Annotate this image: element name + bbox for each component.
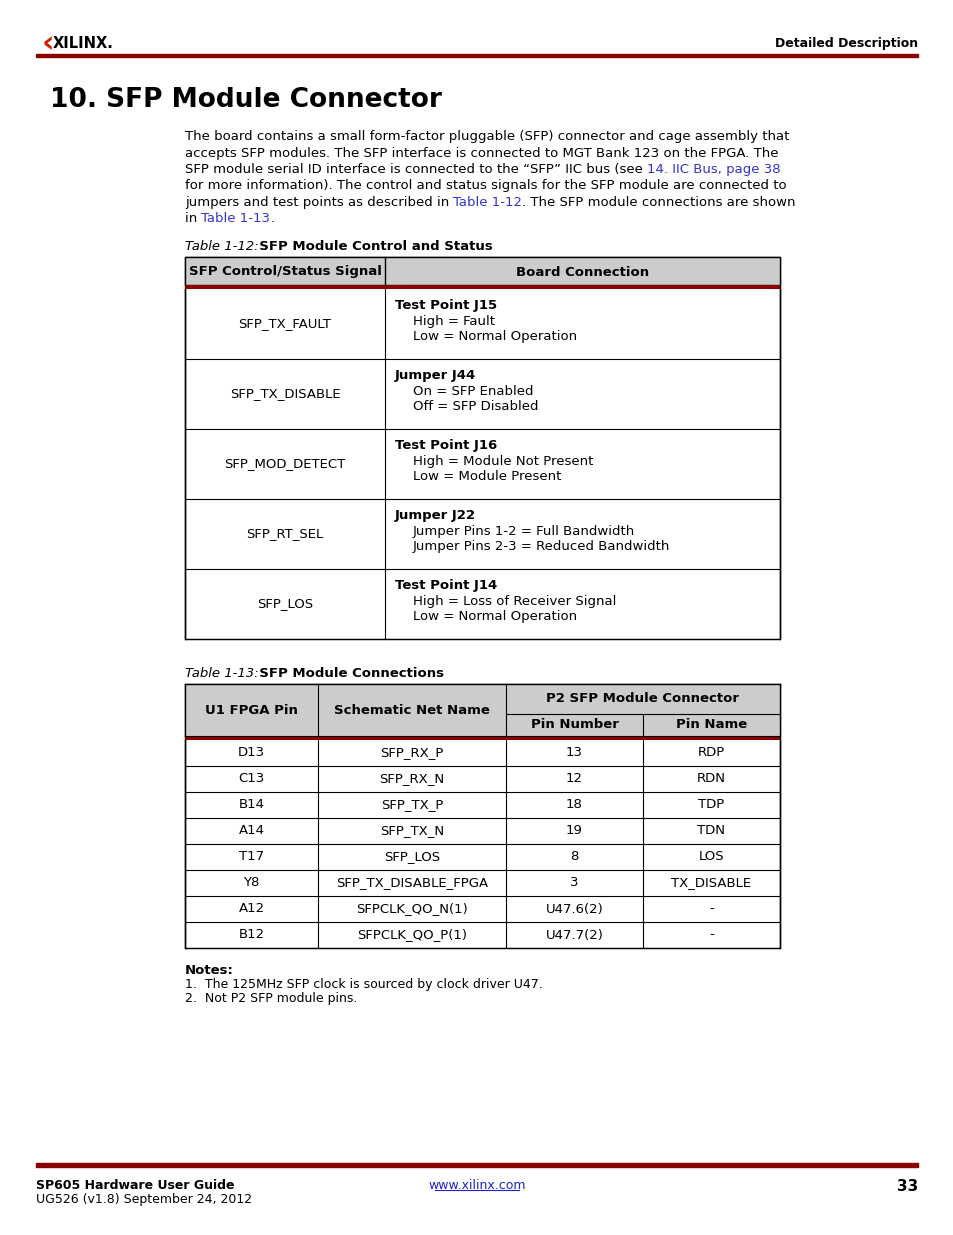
Text: 10. SFP Module Connector: 10. SFP Module Connector xyxy=(50,86,441,112)
Text: . The SFP module connections are shown: . The SFP module connections are shown xyxy=(522,196,795,209)
Bar xyxy=(185,684,780,714)
Text: 12: 12 xyxy=(565,773,582,785)
Text: SFPCLK_QO_P(1): SFPCLK_QO_P(1) xyxy=(356,929,467,941)
Text: SFP_LOS: SFP_LOS xyxy=(256,598,313,610)
Text: SFP_LOS: SFP_LOS xyxy=(383,851,439,863)
Bar xyxy=(36,1163,917,1167)
Text: SFP Module Connections: SFP Module Connections xyxy=(250,667,443,680)
Text: Test Point J15: Test Point J15 xyxy=(395,299,497,312)
Text: SP605 Hardware User Guide: SP605 Hardware User Guide xyxy=(36,1179,234,1192)
Text: Low = Normal Operation: Low = Normal Operation xyxy=(413,330,577,343)
Text: Low = Module Present: Low = Module Present xyxy=(413,471,560,483)
Text: ‹: ‹ xyxy=(42,30,54,58)
Text: B12: B12 xyxy=(238,929,264,941)
Text: A14: A14 xyxy=(238,825,264,837)
Text: C13: C13 xyxy=(238,773,264,785)
Text: LOS: LOS xyxy=(698,851,723,863)
Bar xyxy=(185,736,780,740)
Text: 3: 3 xyxy=(570,877,578,889)
Text: 18: 18 xyxy=(565,799,582,811)
Text: U47.7(2): U47.7(2) xyxy=(545,929,603,941)
Text: 19: 19 xyxy=(565,825,582,837)
Text: SFP_RT_SEL: SFP_RT_SEL xyxy=(246,527,323,541)
Bar xyxy=(185,684,780,948)
Text: .: . xyxy=(271,212,274,226)
Text: SFP_TX_FAULT: SFP_TX_FAULT xyxy=(238,317,331,331)
Bar xyxy=(185,257,780,638)
Text: Test Point J14: Test Point J14 xyxy=(395,579,497,592)
Text: U47.6(2): U47.6(2) xyxy=(545,903,602,915)
Text: -: - xyxy=(708,929,713,941)
Bar xyxy=(185,285,780,289)
Text: Detailed Description: Detailed Description xyxy=(774,37,917,51)
Text: -: - xyxy=(708,903,713,915)
Text: Pin Name: Pin Name xyxy=(675,719,746,731)
Text: UG526 (v1.8) September 24, 2012: UG526 (v1.8) September 24, 2012 xyxy=(36,1193,252,1207)
Text: 8: 8 xyxy=(570,851,578,863)
Text: 14. IIC Bus, page 38: 14. IIC Bus, page 38 xyxy=(646,163,780,177)
Text: Table 1-13:: Table 1-13: xyxy=(185,667,258,680)
Text: SFP Module Control and Status: SFP Module Control and Status xyxy=(250,240,493,253)
Text: SFP_RX_N: SFP_RX_N xyxy=(379,773,444,785)
Text: SFP_MOD_DETECT: SFP_MOD_DETECT xyxy=(224,457,345,471)
Text: for more information). The control and status signals for the SFP module are con: for more information). The control and s… xyxy=(185,179,786,193)
Text: Table 1-12:: Table 1-12: xyxy=(185,240,258,253)
Text: SFP_TX_DISABLE: SFP_TX_DISABLE xyxy=(230,388,340,400)
Text: SFP_TX_DISABLE_FPGA: SFP_TX_DISABLE_FPGA xyxy=(335,877,488,889)
Text: 1.  The 125MHz SFP clock is sourced by clock driver U47.: 1. The 125MHz SFP clock is sourced by cl… xyxy=(185,978,542,990)
Text: U1 FPGA Pin: U1 FPGA Pin xyxy=(205,704,297,716)
Text: High = Loss of Receiver Signal: High = Loss of Receiver Signal xyxy=(413,595,616,608)
Text: 13: 13 xyxy=(565,746,582,760)
Bar xyxy=(185,714,780,736)
Text: RDP: RDP xyxy=(698,746,724,760)
Text: Jumper Pins 2-3 = Reduced Bandwidth: Jumper Pins 2-3 = Reduced Bandwidth xyxy=(413,540,670,553)
Text: SFP_TX_P: SFP_TX_P xyxy=(380,799,443,811)
Text: Test Point J16: Test Point J16 xyxy=(395,438,497,452)
Bar xyxy=(36,53,917,57)
Text: 33: 33 xyxy=(896,1179,917,1194)
Text: Jumper J22: Jumper J22 xyxy=(395,509,476,522)
Text: Schematic Net Name: Schematic Net Name xyxy=(334,704,490,716)
Text: T17: T17 xyxy=(238,851,264,863)
Text: Pin Number: Pin Number xyxy=(530,719,618,731)
Text: High = Fault: High = Fault xyxy=(413,315,495,329)
Text: Jumper Pins 1-2 = Full Bandwidth: Jumper Pins 1-2 = Full Bandwidth xyxy=(413,525,635,538)
Text: TDP: TDP xyxy=(698,799,724,811)
Text: D13: D13 xyxy=(237,746,265,760)
Text: XILINX.: XILINX. xyxy=(53,37,113,52)
Text: jumpers and test points as described in: jumpers and test points as described in xyxy=(185,196,453,209)
Text: On = SFP Enabled: On = SFP Enabled xyxy=(413,385,533,398)
Text: www.xilinx.com: www.xilinx.com xyxy=(428,1179,525,1192)
Text: High = Module Not Present: High = Module Not Present xyxy=(413,454,593,468)
Text: Table 1-13: Table 1-13 xyxy=(201,212,271,226)
Text: in: in xyxy=(185,212,201,226)
Text: 2.  Not P2 SFP module pins.: 2. Not P2 SFP module pins. xyxy=(185,992,357,1005)
Text: SFP_TX_N: SFP_TX_N xyxy=(379,825,443,837)
Text: Low = Normal Operation: Low = Normal Operation xyxy=(413,610,577,622)
Bar xyxy=(185,257,780,285)
Text: RDN: RDN xyxy=(697,773,725,785)
Text: A12: A12 xyxy=(238,903,264,915)
Text: SFP module serial ID interface is connected to the “SFP” IIC bus (see: SFP module serial ID interface is connec… xyxy=(185,163,646,177)
Text: Board Connection: Board Connection xyxy=(516,266,648,279)
Text: Table 1-12: Table 1-12 xyxy=(453,196,522,209)
Text: Jumper J44: Jumper J44 xyxy=(395,369,476,382)
Text: B14: B14 xyxy=(238,799,264,811)
Text: accepts SFP modules. The SFP interface is connected to MGT Bank 123 on the FPGA.: accepts SFP modules. The SFP interface i… xyxy=(185,147,778,159)
Text: Off = SFP Disabled: Off = SFP Disabled xyxy=(413,400,537,412)
Text: The board contains a small form-factor pluggable (SFP) connector and cage assemb: The board contains a small form-factor p… xyxy=(185,130,788,143)
Text: SFPCLK_QO_N(1): SFPCLK_QO_N(1) xyxy=(355,903,467,915)
Text: Y8: Y8 xyxy=(243,877,259,889)
Text: SFP_RX_P: SFP_RX_P xyxy=(380,746,443,760)
Text: P2 SFP Module Connector: P2 SFP Module Connector xyxy=(546,693,739,705)
Text: SFP Control/Status Signal: SFP Control/Status Signal xyxy=(189,266,381,279)
Text: Notes:: Notes: xyxy=(185,965,233,977)
Text: TX_DISABLE: TX_DISABLE xyxy=(671,877,751,889)
Text: TDN: TDN xyxy=(697,825,724,837)
